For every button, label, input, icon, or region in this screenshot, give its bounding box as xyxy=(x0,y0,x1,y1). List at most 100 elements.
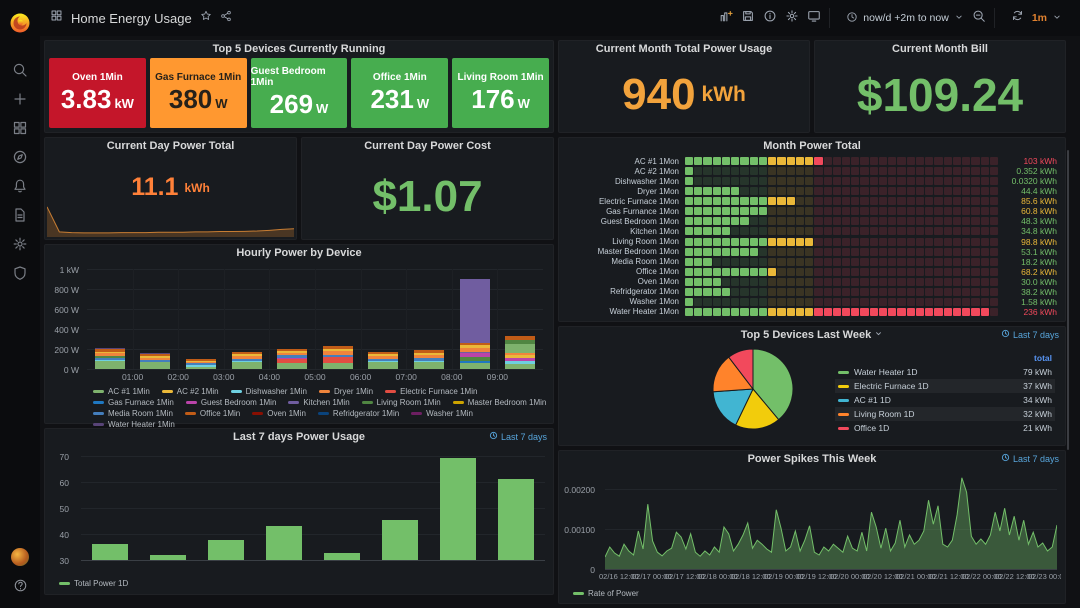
legend-item[interactable]: Washer 1Min xyxy=(411,409,473,418)
legend-row[interactable]: Water Heater 1D 79 kWh xyxy=(835,365,1055,379)
legend-row[interactable]: Office 1D 21 kWh xyxy=(835,421,1055,435)
refresh-interval-picker[interactable]: 1m xyxy=(1032,12,1062,25)
document-icon[interactable] xyxy=(12,207,28,223)
gauge-segment xyxy=(971,217,980,226)
gauge-segment xyxy=(740,277,749,286)
gauge-segment xyxy=(962,207,971,216)
legend-item[interactable]: Total Power 1D xyxy=(59,579,128,588)
gauge-segment xyxy=(860,187,869,196)
legend-item[interactable]: AC #2 1Min xyxy=(161,387,219,396)
dashboard-layout-icon[interactable] xyxy=(50,9,63,27)
bar-slot xyxy=(197,453,255,560)
legend-swatch xyxy=(838,370,849,374)
gauge-segment xyxy=(925,267,934,276)
share-icon[interactable] xyxy=(220,9,232,27)
dashboard-title[interactable]: Home Energy Usage xyxy=(71,10,192,26)
gauge-segment xyxy=(823,187,832,196)
zoom-out-button[interactable] xyxy=(972,9,986,28)
bar xyxy=(150,554,186,560)
panel-time-range-badge[interactable]: Last 7 days xyxy=(489,431,547,442)
save-button[interactable] xyxy=(741,9,755,28)
panel-title[interactable]: Top 5 Devices Last Week xyxy=(559,327,1065,343)
gridline xyxy=(451,269,453,369)
x-tick-label: 02/21 00:00 xyxy=(896,572,936,581)
legend-item[interactable]: Oven 1Min xyxy=(252,409,306,418)
bar-segment xyxy=(459,279,490,343)
help-icon[interactable] xyxy=(13,578,28,598)
legend-row[interactable]: Living Room 1D 32 kWh xyxy=(835,407,1055,421)
time-range-picker[interactable]: now/d +2m to now xyxy=(846,11,964,26)
legend-item[interactable]: Office 1Min xyxy=(184,409,240,418)
gauge-segment xyxy=(952,207,962,216)
gauge-segment xyxy=(989,207,998,216)
legend-total-header[interactable]: total xyxy=(1034,353,1052,363)
gauge-segment xyxy=(860,167,869,176)
gauge-row-value: 34.8 kWh xyxy=(1021,226,1057,237)
plus-icon[interactable] xyxy=(12,91,28,107)
legend-row[interactable]: AC #1 1D 34 kWh xyxy=(835,393,1055,407)
refresh-button[interactable] xyxy=(1011,9,1024,27)
add-panel-button[interactable] xyxy=(719,9,733,28)
panel-title[interactable]: Hourly Power by Device xyxy=(236,247,362,259)
panel-title[interactable]: Month Power Total xyxy=(763,140,861,152)
bar-segment xyxy=(231,352,262,355)
legend-item[interactable]: Media Room 1Min xyxy=(93,409,173,418)
gauge-segment xyxy=(805,297,814,306)
gauge-segment xyxy=(989,157,998,165)
bar-segment xyxy=(277,349,308,352)
gauge-segment xyxy=(740,177,749,186)
gauge-segment xyxy=(851,197,860,206)
compass-icon[interactable] xyxy=(12,149,28,165)
star-icon[interactable] xyxy=(200,9,212,27)
panel-time-range-badge[interactable]: Last 7 days xyxy=(1001,329,1059,340)
gauge-segment xyxy=(906,257,915,266)
legend-item[interactable]: Kitchen 1Min xyxy=(288,398,350,407)
panel-title[interactable]: Current Day Power Cost xyxy=(364,140,491,152)
panel-time-range-badge[interactable]: Last 7 days xyxy=(1001,453,1059,464)
legend-item[interactable]: Water Heater 1Min xyxy=(93,420,175,429)
legend-item[interactable]: Living Room 1Min xyxy=(361,398,441,407)
bar-segment xyxy=(94,353,125,356)
panel-title[interactable]: Last 7 days Power Usage xyxy=(232,431,366,443)
gauge-segment xyxy=(915,297,925,306)
gauge-segment xyxy=(980,277,989,286)
bar-segment xyxy=(459,362,490,369)
lcd-bar-gauge xyxy=(685,157,999,165)
legend-item[interactable]: Dishwasher 1Min xyxy=(230,387,307,396)
panel-title[interactable]: Current Month Total Power Usage xyxy=(595,43,773,55)
legend-item[interactable]: Electric Furnace 1Min xyxy=(385,387,477,396)
lcd-bar-gauge xyxy=(685,207,999,216)
panel-title[interactable]: Current Day Power Total xyxy=(106,140,235,152)
legend-item[interactable]: Dryer 1Min xyxy=(318,387,373,396)
legend-row[interactable]: Electric Furnace 1D 37 kWh xyxy=(835,379,1055,393)
legend-item[interactable]: Master Bedroom 1Min xyxy=(452,398,546,407)
legend-label: Washer 1Min xyxy=(426,409,473,418)
bar-chart xyxy=(81,453,545,561)
user-avatar[interactable] xyxy=(11,548,29,566)
shield-icon[interactable] xyxy=(12,265,28,281)
bell-icon[interactable] xyxy=(12,178,28,194)
gear-button[interactable] xyxy=(785,9,799,28)
gauge-row-value: 1.58 kWh xyxy=(1021,296,1057,307)
legend-item[interactable]: Refridgerator 1Min xyxy=(317,409,399,418)
gear-icon[interactable] xyxy=(12,236,28,252)
bar-segment xyxy=(185,361,217,364)
bar-segment xyxy=(505,352,536,355)
panel-title[interactable]: Top 5 Devices Currently Running xyxy=(212,43,386,55)
legend-item[interactable]: Gas Furnace 1Min xyxy=(93,398,174,407)
search-icon[interactable] xyxy=(12,62,28,78)
gauge-segment xyxy=(934,217,943,226)
panel-title[interactable]: Current Month Bill xyxy=(892,43,988,55)
monitor-button[interactable] xyxy=(807,9,821,28)
apps-icon[interactable] xyxy=(12,120,28,136)
legend-item[interactable]: AC #1 1Min xyxy=(93,387,150,396)
gauge-segment xyxy=(934,277,943,286)
gauge-segment xyxy=(851,207,860,216)
scrollbar-thumb[interactable] xyxy=(1067,150,1069,450)
legend-item[interactable]: Guest Bedroom 1Min xyxy=(185,398,276,407)
grafana-logo[interactable] xyxy=(9,12,31,34)
info-button[interactable] xyxy=(763,9,777,28)
gauge-segment xyxy=(685,167,694,176)
panel-title[interactable]: Power Spikes This Week xyxy=(747,453,877,465)
legend-item[interactable]: Rate of Power xyxy=(573,589,639,598)
